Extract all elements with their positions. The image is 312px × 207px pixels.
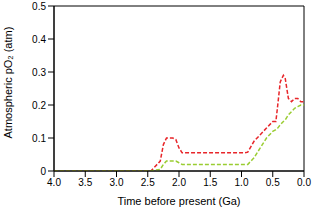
- svg-text:2.5: 2.5: [141, 177, 155, 188]
- svg-text:1.0: 1.0: [235, 177, 249, 188]
- svg-text:0: 0: [40, 166, 46, 177]
- svg-text:0.4: 0.4: [32, 34, 46, 45]
- svg-text:0.0: 0.0: [297, 177, 304, 188]
- svg-text:Atmospheric pO₂ (atm): Atmospheric pO₂ (atm): [8, 27, 14, 139]
- svg-text:0.1: 0.1: [32, 133, 46, 144]
- svg-text:0.5: 0.5: [266, 177, 280, 188]
- svg-text:4.0: 4.0: [47, 177, 61, 188]
- svg-text:0.3: 0.3: [32, 67, 46, 78]
- svg-text:2.0: 2.0: [172, 177, 186, 188]
- svg-text:0.5: 0.5: [32, 1, 46, 12]
- svg-text:Time before present (Ga): Time before present (Ga): [117, 195, 240, 207]
- svg-text:0.2: 0.2: [32, 100, 46, 111]
- svg-text:3.0: 3.0: [110, 177, 124, 188]
- svg-text:1.5: 1.5: [203, 177, 217, 188]
- svg-text:3.5: 3.5: [78, 177, 92, 188]
